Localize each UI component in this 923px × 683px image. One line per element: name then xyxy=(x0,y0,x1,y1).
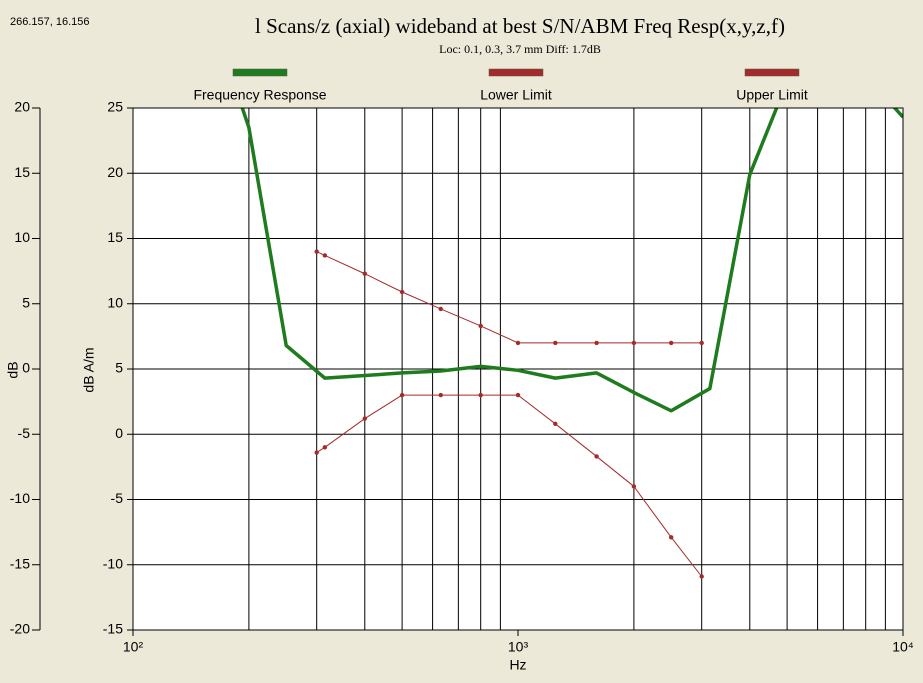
y2-tick-label: -20 xyxy=(10,621,30,637)
y2-tick-label: -5 xyxy=(18,425,31,441)
point xyxy=(631,340,637,346)
legend-label: Frequency Response xyxy=(193,87,326,103)
y2-tick-label: 15 xyxy=(14,164,30,180)
point xyxy=(478,392,483,398)
y2-tick-label: 0 xyxy=(22,360,30,376)
legend-swatch xyxy=(232,68,288,77)
plot-border xyxy=(132,107,904,631)
point xyxy=(553,340,558,346)
point xyxy=(553,421,558,427)
chart-title: l Scans/z (axial) wideband at best S/N/A… xyxy=(255,14,785,38)
legend-label: Lower Limit xyxy=(480,87,552,103)
point xyxy=(322,445,328,450)
point xyxy=(478,323,483,329)
point xyxy=(399,392,405,398)
point xyxy=(699,340,704,346)
series-layer xyxy=(240,108,903,579)
point xyxy=(669,340,674,346)
y-tick-label: -10 xyxy=(103,555,123,571)
legend-swatch xyxy=(744,68,800,77)
series-line xyxy=(240,108,903,413)
y-tick-label: 20 xyxy=(107,164,123,180)
x-axis-label: Hz xyxy=(509,657,526,673)
point xyxy=(314,450,319,455)
point xyxy=(399,289,405,295)
point xyxy=(669,535,674,540)
point xyxy=(314,249,319,254)
y-axis-label: dB A/m xyxy=(81,347,97,392)
x-tick-label: 10³ xyxy=(508,639,529,655)
y2-tick-label: 10 xyxy=(14,229,30,245)
x-tick-label: 10² xyxy=(123,639,144,655)
x-tick-label: 10⁴ xyxy=(892,639,914,655)
y-tick-label: 5 xyxy=(115,360,123,376)
legend-swatch xyxy=(488,68,544,77)
point xyxy=(594,454,599,459)
y2-tick-label: -10 xyxy=(10,490,30,506)
y-tick-label: -5 xyxy=(111,490,124,506)
point xyxy=(699,574,704,579)
series-line xyxy=(316,251,702,344)
point xyxy=(594,340,599,346)
y2-tick-label: 5 xyxy=(22,294,30,310)
point xyxy=(631,484,637,489)
point xyxy=(322,253,328,258)
chart-subtitle: Loc: 0.1, 0.3, 3.7 mm Diff: 1.7dB xyxy=(439,42,601,56)
y-tick-label: 25 xyxy=(107,99,123,115)
y2-axis-label: dB xyxy=(5,361,21,378)
y2-tick-label: 20 xyxy=(14,99,30,115)
cursor-readout: 266.157, 16.156 xyxy=(10,16,90,28)
series-line xyxy=(316,394,703,577)
y2-tick-label: -15 xyxy=(10,555,30,571)
point xyxy=(438,392,443,398)
point xyxy=(362,416,367,421)
legend-label: Upper Limit xyxy=(736,87,808,103)
point xyxy=(362,271,367,276)
y-tick-label: 0 xyxy=(115,425,123,441)
point xyxy=(438,306,443,312)
point xyxy=(515,340,521,346)
y-tick-label: 10 xyxy=(107,294,123,310)
y-tick-label: 15 xyxy=(107,229,123,245)
y-tick-label: -15 xyxy=(103,621,123,637)
point xyxy=(515,392,521,398)
